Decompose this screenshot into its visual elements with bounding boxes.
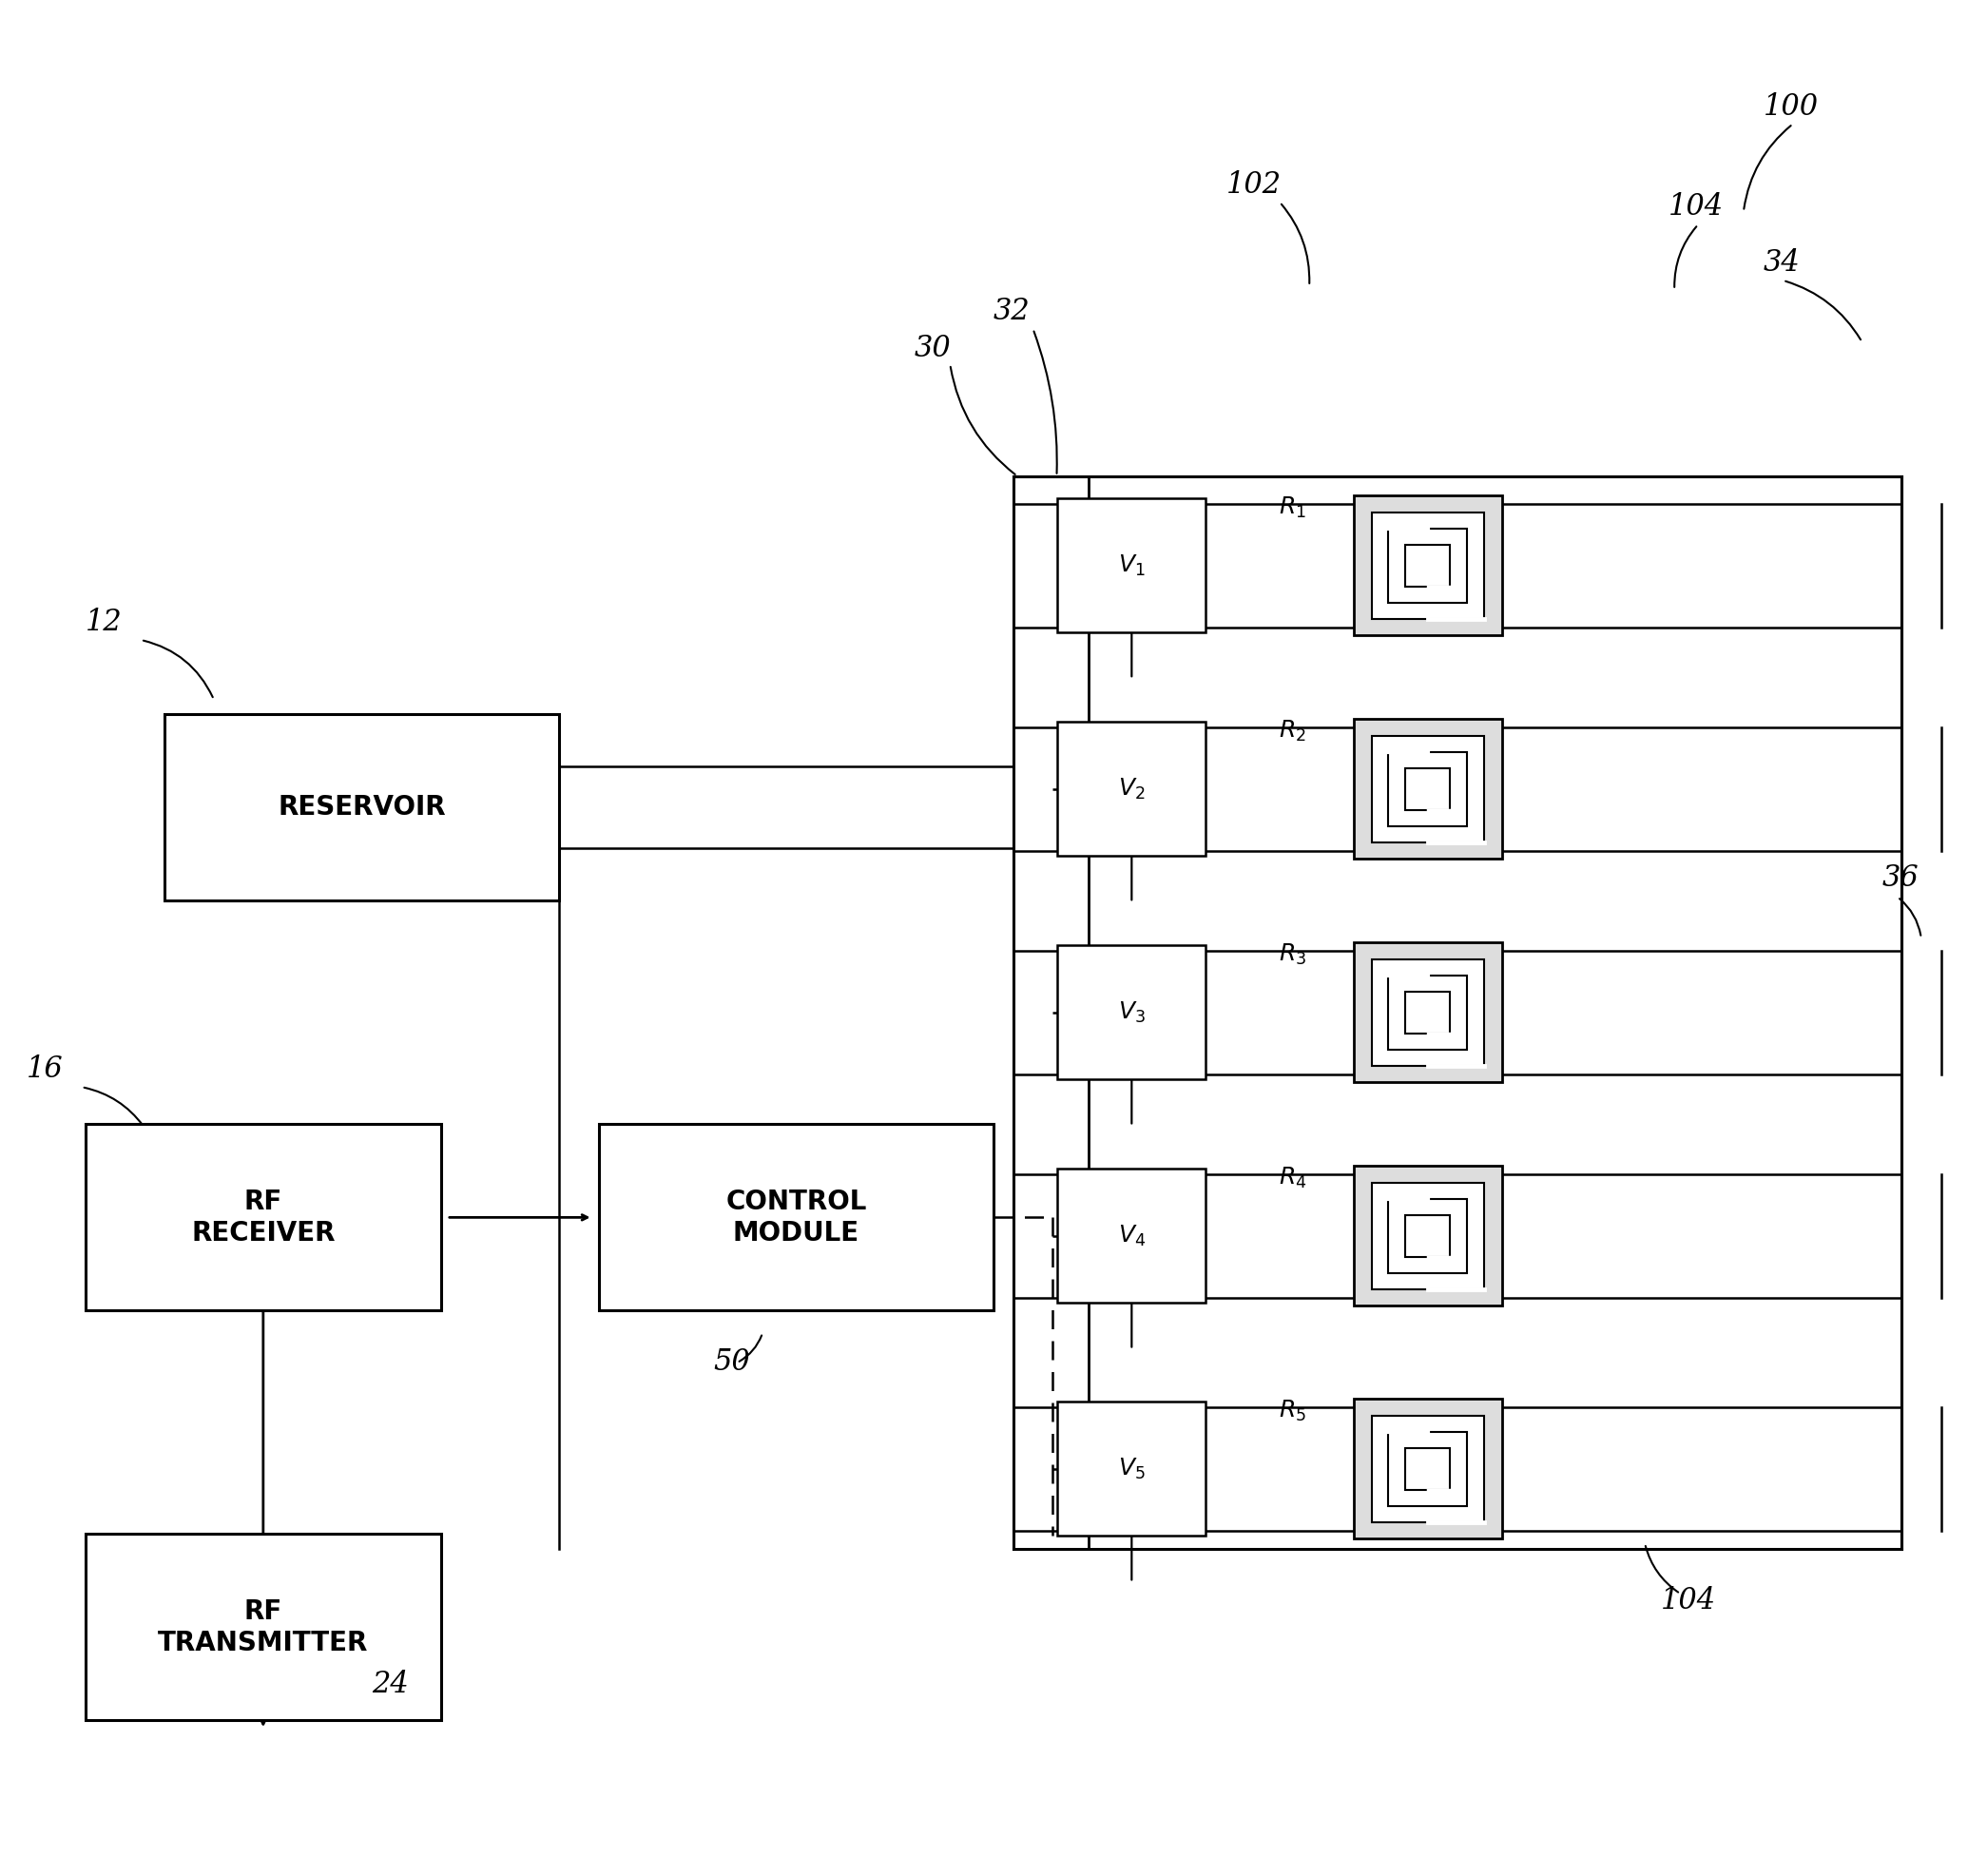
Bar: [1405, 1448, 1451, 1490]
Text: $R_5$: $R_5$: [1280, 1399, 1305, 1424]
Text: 100: 100: [1762, 92, 1818, 122]
Bar: [1353, 942, 1502, 1082]
Text: $R_3$: $R_3$: [1280, 942, 1305, 968]
Text: RESERVOIR: RESERVOIR: [278, 794, 445, 822]
Bar: [1405, 992, 1451, 1034]
Text: CONTROL
MODULE: CONTROL MODULE: [725, 1189, 866, 1246]
Bar: [85, 1535, 441, 1720]
Bar: [1405, 544, 1451, 587]
Text: 16: 16: [26, 1054, 64, 1084]
Text: RF
TRANSMITTER: RF TRANSMITTER: [157, 1598, 368, 1657]
Text: $V_1$: $V_1$: [1119, 553, 1145, 578]
Text: $V_2$: $V_2$: [1119, 777, 1145, 801]
Text: $V_3$: $V_3$: [1119, 1000, 1145, 1024]
Bar: [165, 715, 558, 900]
Text: $R_1$: $R_1$: [1280, 495, 1305, 520]
Bar: [1371, 1416, 1484, 1521]
Text: 34: 34: [1762, 248, 1800, 278]
Bar: [1057, 1169, 1206, 1304]
Bar: [1371, 512, 1484, 619]
Bar: [598, 1124, 994, 1311]
Text: $R_2$: $R_2$: [1280, 719, 1305, 743]
Text: 104: 104: [1669, 193, 1725, 221]
Text: 102: 102: [1226, 171, 1282, 199]
Text: 24: 24: [372, 1670, 409, 1700]
Bar: [1405, 767, 1451, 810]
Bar: [1389, 976, 1466, 1049]
Text: 104: 104: [1661, 1585, 1717, 1615]
Bar: [1405, 1216, 1451, 1257]
Text: $R_4$: $R_4$: [1280, 1165, 1307, 1191]
Bar: [1389, 1431, 1466, 1506]
Bar: [1013, 477, 1089, 1550]
Text: $V_5$: $V_5$: [1119, 1456, 1145, 1482]
Bar: [1057, 722, 1206, 855]
Text: 50: 50: [713, 1347, 749, 1377]
Bar: [1057, 946, 1206, 1079]
Text: $V_4$: $V_4$: [1119, 1223, 1146, 1249]
Bar: [1353, 495, 1502, 636]
Text: 36: 36: [1882, 863, 1919, 893]
Text: 30: 30: [914, 334, 952, 364]
Bar: [1057, 499, 1206, 632]
Bar: [1353, 1399, 1502, 1538]
Bar: [1371, 735, 1484, 842]
Bar: [1389, 752, 1466, 825]
Text: 32: 32: [994, 296, 1031, 326]
Bar: [1389, 529, 1466, 602]
Bar: [1389, 1199, 1466, 1274]
Bar: [1371, 959, 1484, 1066]
Bar: [1353, 1167, 1502, 1306]
Bar: [1371, 1184, 1484, 1289]
Bar: [1353, 719, 1502, 859]
Text: 12: 12: [85, 608, 123, 638]
Bar: [85, 1124, 441, 1311]
Bar: [1057, 1401, 1206, 1536]
Text: RF
RECEIVER: RF RECEIVER: [191, 1189, 336, 1246]
